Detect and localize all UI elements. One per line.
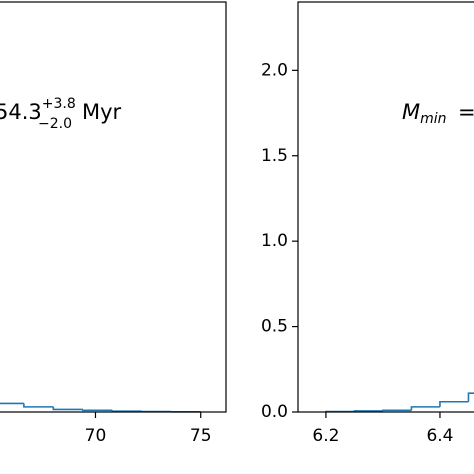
x-tick-label: 6.4 bbox=[426, 426, 453, 446]
annotation-sub: min bbox=[420, 111, 446, 127]
annotation-rest: = bbox=[458, 100, 474, 124]
x-tick-label: 6.2 bbox=[312, 426, 339, 446]
histogram-step bbox=[82, 409, 113, 412]
histogram-step bbox=[410, 406, 440, 411]
y-tick-label: 0.5 bbox=[261, 317, 288, 337]
histogram-step bbox=[0, 402, 24, 405]
x-tick-label: 70 bbox=[85, 426, 107, 446]
histogram-step bbox=[111, 410, 142, 412]
axes-frame bbox=[297, 1, 474, 413]
annotation-sup: +3.8 bbox=[42, 96, 76, 112]
annotation: 54.3+3.8 bbox=[0, 96, 76, 124]
y-tick-label: 0.0 bbox=[261, 402, 288, 422]
histogram-step bbox=[467, 392, 474, 402]
annotation-sub: −2.0 bbox=[38, 116, 72, 132]
annotation-unit: Myr bbox=[82, 100, 122, 124]
histogram-step bbox=[52, 406, 83, 411]
y-tick-label: 2.0 bbox=[261, 60, 288, 80]
y-tick-label: 1.5 bbox=[261, 146, 288, 166]
annotation-main: M bbox=[402, 100, 420, 124]
histogram-step bbox=[23, 403, 54, 408]
histogram-step bbox=[382, 409, 412, 412]
x-tick-label: 65 bbox=[0, 426, 1, 446]
y-tick-label: 1.0 bbox=[261, 231, 288, 251]
histogram-step bbox=[439, 400, 469, 407]
histogram-step bbox=[353, 410, 383, 412]
axes-frame bbox=[0, 1, 227, 413]
annotation-main: 54.3 bbox=[0, 100, 42, 124]
x-tick-label: 75 bbox=[190, 426, 212, 446]
annotation: Mmin bbox=[402, 100, 447, 127]
